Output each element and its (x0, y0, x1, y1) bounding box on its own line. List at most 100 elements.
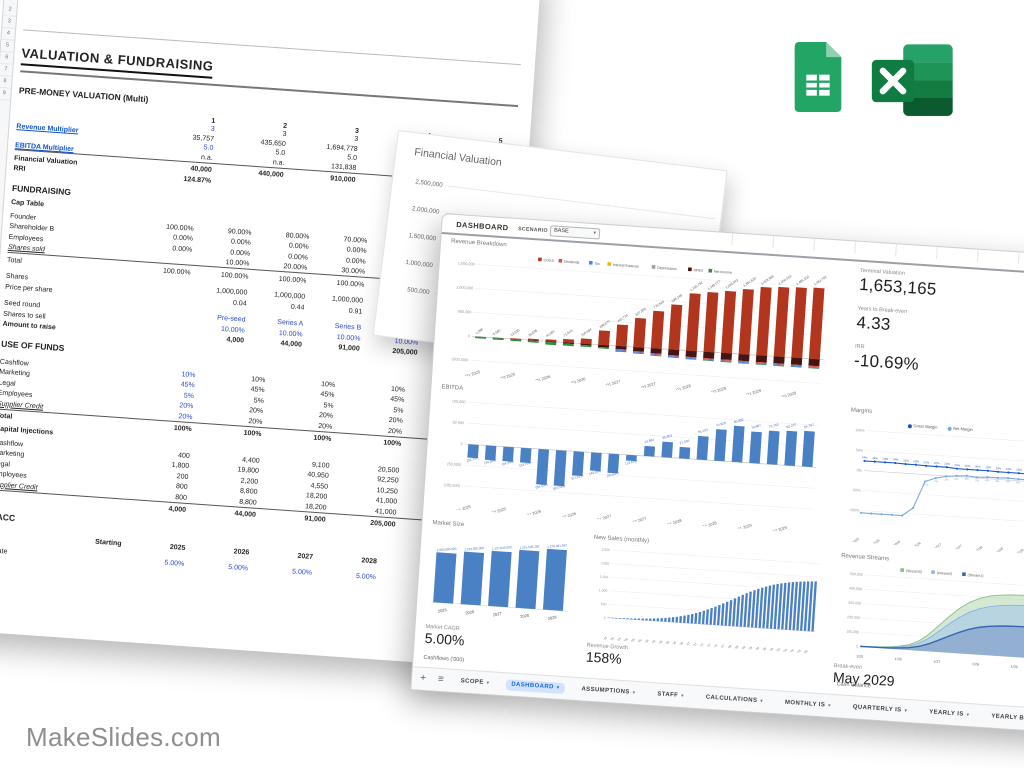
svg-text:1/26: 1/26 (643, 638, 650, 645)
cell-line (283, 191, 355, 196)
svg-text:74,887: 74,887 (751, 423, 762, 430)
svg-text:(500,000): (500,000) (452, 357, 469, 362)
svg-text:0: 0 (856, 645, 858, 649)
dashboard-title: DASHBOARD (455, 219, 509, 233)
svg-text:5/28: 5/28 (740, 645, 747, 652)
chevron-down-icon: ▾ (556, 684, 560, 690)
tab-label: SCOPE (460, 678, 484, 686)
kpi-block: IRR -10.69% (853, 344, 1024, 385)
svg-text:79,760: 79,760 (768, 422, 779, 429)
svg-text:Q1 2026: Q1 2026 (888, 540, 901, 551)
svg-text:3/27: 3/27 (691, 641, 698, 648)
svg-text:1/26: 1/26 (895, 657, 902, 661)
svg-text:5%: 5% (1006, 479, 1011, 483)
svg-text:938,249: 938,249 (671, 293, 683, 303)
svg-text:(100,000): (100,000) (444, 483, 461, 488)
margins-chart: Margins Gross Margin Net Margin 100% 50% 0% -… (842, 408, 1024, 556)
add-sheet-button[interactable]: + (419, 672, 427, 684)
kpi-block: Terminal Valuation 1,653,165 (858, 268, 1024, 309)
sheet-tab-assumptions[interactable]: ASSUMPTIONS ▾ (576, 683, 641, 698)
svg-text:3/25: 3/25 (608, 636, 615, 643)
svg-text:1,500,000: 1,500,000 (458, 261, 475, 266)
svg-text:1,276,281,563: 1,276,281,563 (547, 543, 567, 548)
svg-text:779,529: 779,529 (653, 300, 665, 310)
svg-text:23,894: 23,894 (644, 438, 655, 445)
svg-text:1/28: 1/28 (726, 644, 733, 651)
cell: 100% (383, 439, 402, 448)
svg-text:19%: 19% (1016, 468, 1022, 472)
sheet-tab-monthly-is[interactable]: MONTHLY IS ▾ (780, 697, 837, 712)
svg-text:20%: 20% (985, 465, 991, 469)
sheet-tab-yearly-is[interactable]: YEARLY IS ▾ (924, 707, 975, 721)
svg-text:(31,747): (31,747) (466, 456, 479, 463)
svg-text:Q1 2027: Q1 2027 (930, 542, 943, 553)
chevron-down-icon: ▾ (486, 679, 490, 686)
svg-text:82,270: 82,270 (786, 423, 797, 430)
svg-text:3/26: 3/26 (650, 639, 657, 646)
sheet-tab-dashboard[interactable]: DASHBOARD ▾ (505, 678, 565, 694)
rate-cell: 5.00% (228, 564, 249, 573)
svg-text:9/28: 9/28 (753, 646, 760, 653)
svg-text:Q3 2027: Q3 2027 (950, 544, 963, 555)
svg-text:9/25: 9/25 (629, 637, 636, 644)
svg-text:9/29: 9/29 (795, 648, 802, 654)
svg-text:7/29: 7/29 (788, 648, 795, 654)
svg-text:36,853: 36,853 (662, 433, 673, 440)
svg-text:Interest Expense: Interest Expense (613, 263, 640, 269)
svg-text:(45,647): (45,647) (606, 471, 619, 478)
revenue-streams-svg: (Stream3) (stream2) (Stream1) 500,000 400,00… (834, 561, 1024, 673)
svg-text:1,245,077: 1,245,077 (707, 279, 722, 291)
svg-text:24%: 24% (862, 455, 868, 459)
svg-text:1,450,013: 1,450,013 (778, 274, 793, 286)
cell: 91,000 (338, 344, 360, 353)
svg-text:11/28: 11/28 (759, 646, 767, 654)
svg-text:4%: 4% (985, 478, 990, 482)
svg-text:(34,354): (34,354) (484, 458, 497, 465)
sheet-tab-staff[interactable]: STAFF ▾ (652, 689, 689, 702)
svg-text:1,293,373: 1,293,373 (725, 278, 740, 290)
svg-text:-1%: -1% (943, 477, 949, 481)
svg-text:20%: 20% (954, 463, 960, 467)
cell: 100.00% (162, 267, 191, 277)
axis-tick-label: 2,000,000 (411, 205, 440, 216)
kpi-column: Terminal Valuation 1,653,165 Years to Brea… (853, 268, 1024, 396)
scenario-dropdown[interactable]: BASE ▾ (549, 224, 601, 240)
ebitda-chart: EBITDA 100,000 50,000 0 (50,000) (100,000) (3… (433, 384, 825, 534)
excel-icon (870, 42, 962, 125)
sheet-tab-quarterly-is[interactable]: QUARTERLY IS ▾ (847, 701, 912, 716)
sheet-tab-calculations[interactable]: CALCULATIONS ▾ (700, 692, 768, 707)
svg-text:(13,642): (13,642) (625, 459, 638, 466)
svg-text:Q3 2028: Q3 2028 (701, 520, 718, 530)
svg-text:(57,521): (57,521) (571, 474, 584, 481)
cell: 4,000 (226, 336, 245, 345)
svg-text:500,000: 500,000 (850, 572, 863, 577)
svg-text:9/26: 9/26 (670, 640, 677, 647)
svg-text:Q3 2027: Q3 2027 (640, 381, 657, 391)
tab-label: QUARTERLY IS (852, 704, 902, 714)
sheet-tab-yearly-balance[interactable]: YEARLY BALANCE▾ (986, 711, 1024, 727)
svg-text:23%: 23% (913, 459, 919, 463)
ebitda-svg: 100,000 50,000 0 (50,000) (100,000) (31,747) (… (433, 392, 825, 534)
svg-text:22%: 22% (934, 461, 940, 465)
svg-text:(34,486): (34,486) (501, 459, 514, 466)
svg-text:11/29: 11/29 (801, 649, 809, 654)
tab-label: ASSUMPTIONS (581, 686, 630, 696)
chevron-down-icon: ▾ (593, 230, 597, 237)
svg-text:50,000: 50,000 (452, 420, 464, 425)
revenue-breakdown-svg: COGS Dividends Tax Interest Expense Deprecia… (442, 247, 835, 400)
all-sheets-menu-button[interactable]: ≡ (437, 673, 445, 686)
svg-text:1,482,752: 1,482,752 (813, 275, 828, 287)
svg-text:1/27: 1/27 (933, 660, 940, 664)
svg-text:7/27: 7/27 (705, 642, 712, 649)
year-header: 2026 (233, 547, 250, 556)
dashboard-sheet: DASHBOARD SCENARIO BASE ▾ Revenue Breakd… (410, 213, 1024, 734)
svg-text:(stream2): (stream2) (937, 571, 953, 576)
svg-text:445,734: 445,734 (617, 313, 629, 323)
scenario-value: BASE (553, 227, 569, 235)
sheet-tab-scope[interactable]: SCOPE ▾ (455, 675, 494, 689)
svg-text:1,500: 1,500 (600, 575, 609, 580)
market-size-svg: 1,050,000,000 2025 1,102,500,000 2026 1,157,… (426, 528, 577, 629)
svg-text:Q1 2028: Q1 2028 (675, 383, 692, 393)
row-number: 7 (0, 63, 13, 77)
